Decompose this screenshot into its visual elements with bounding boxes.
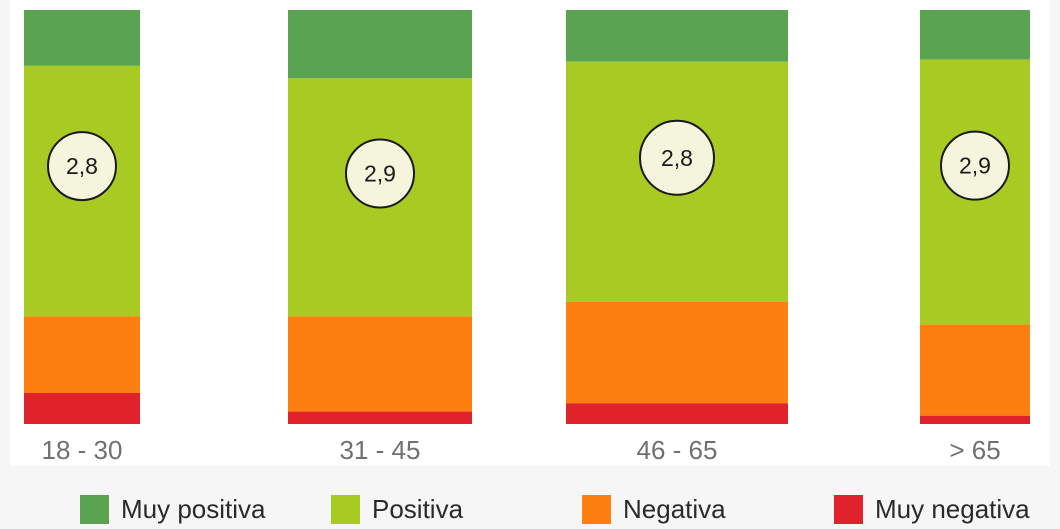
stacked-bar-chart: 2,8 18 - 30 2,9 31 - 45 2,8 46 - 65 2,9 > 65 [24,10,1030,465]
legend-swatch-negativa [582,495,611,524]
score-label-18-30: 2,8 [66,153,98,179]
chart-panel: 2,8 18 - 30 2,9 31 - 45 2,8 46 - 65 2,9 > 65 [10,0,1050,466]
legend: Muy positiva Positiva Negativa Muy negat… [0,494,1060,529]
score-badge-18-30 [47,131,117,202]
legend-swatch-muy-positiva [80,495,109,524]
bar-segment-muy-negativa-18-30 [24,392,140,424]
legend-item-positiva: Positiva [331,494,463,525]
bar-segment-muy-negativa-65 [920,415,1030,424]
bar-segment-muy-positiva-31-45 [288,10,472,79]
score-badge-46-65 [639,119,715,196]
bar-segment-negativa-65 [920,324,1030,416]
bar-segment-muy-positiva-65 [920,10,1030,60]
score-badge-65 [940,130,1010,201]
bar-segment-muy-positiva-18-30 [24,10,140,66]
score-label-65: 2,9 [959,153,991,179]
bar-segment-muy-negativa-46-65 [566,403,788,424]
legend-swatch-muy-negativa [834,495,863,524]
score-label-31-45: 2,9 [364,161,396,187]
legend-label-muy-negativa: Muy negativa [875,494,1030,524]
legend-swatch-positiva [331,495,360,524]
bar-segment-negativa-46-65 [566,301,788,404]
bar-segment-negativa-18-30 [24,316,140,393]
x-tick-label-46-65: 46 - 65 [637,435,718,465]
legend-item-muy-positiva: Muy positiva [80,494,266,525]
bar-segment-muy-negativa-31-45 [288,411,472,424]
score-label-46-65: 2,8 [661,145,693,171]
bar-segment-negativa-31-45 [288,316,472,412]
legend-label-positiva: Positiva [372,494,464,524]
x-tick-label-31-45: 31 - 45 [340,435,421,465]
score-badge-31-45 [345,138,415,209]
x-tick-label-65: > 65 [949,435,1000,465]
legend-label-negativa: Negativa [623,494,726,524]
legend-item-negativa: Negativa [582,494,726,525]
bar-segment-muy-positiva-46-65 [566,10,788,62]
x-tick-label-18-30: 18 - 30 [42,435,123,465]
legend-label-muy-positiva: Muy positiva [121,494,266,524]
legend-item-muy-negativa: Muy negativa [834,494,1030,525]
